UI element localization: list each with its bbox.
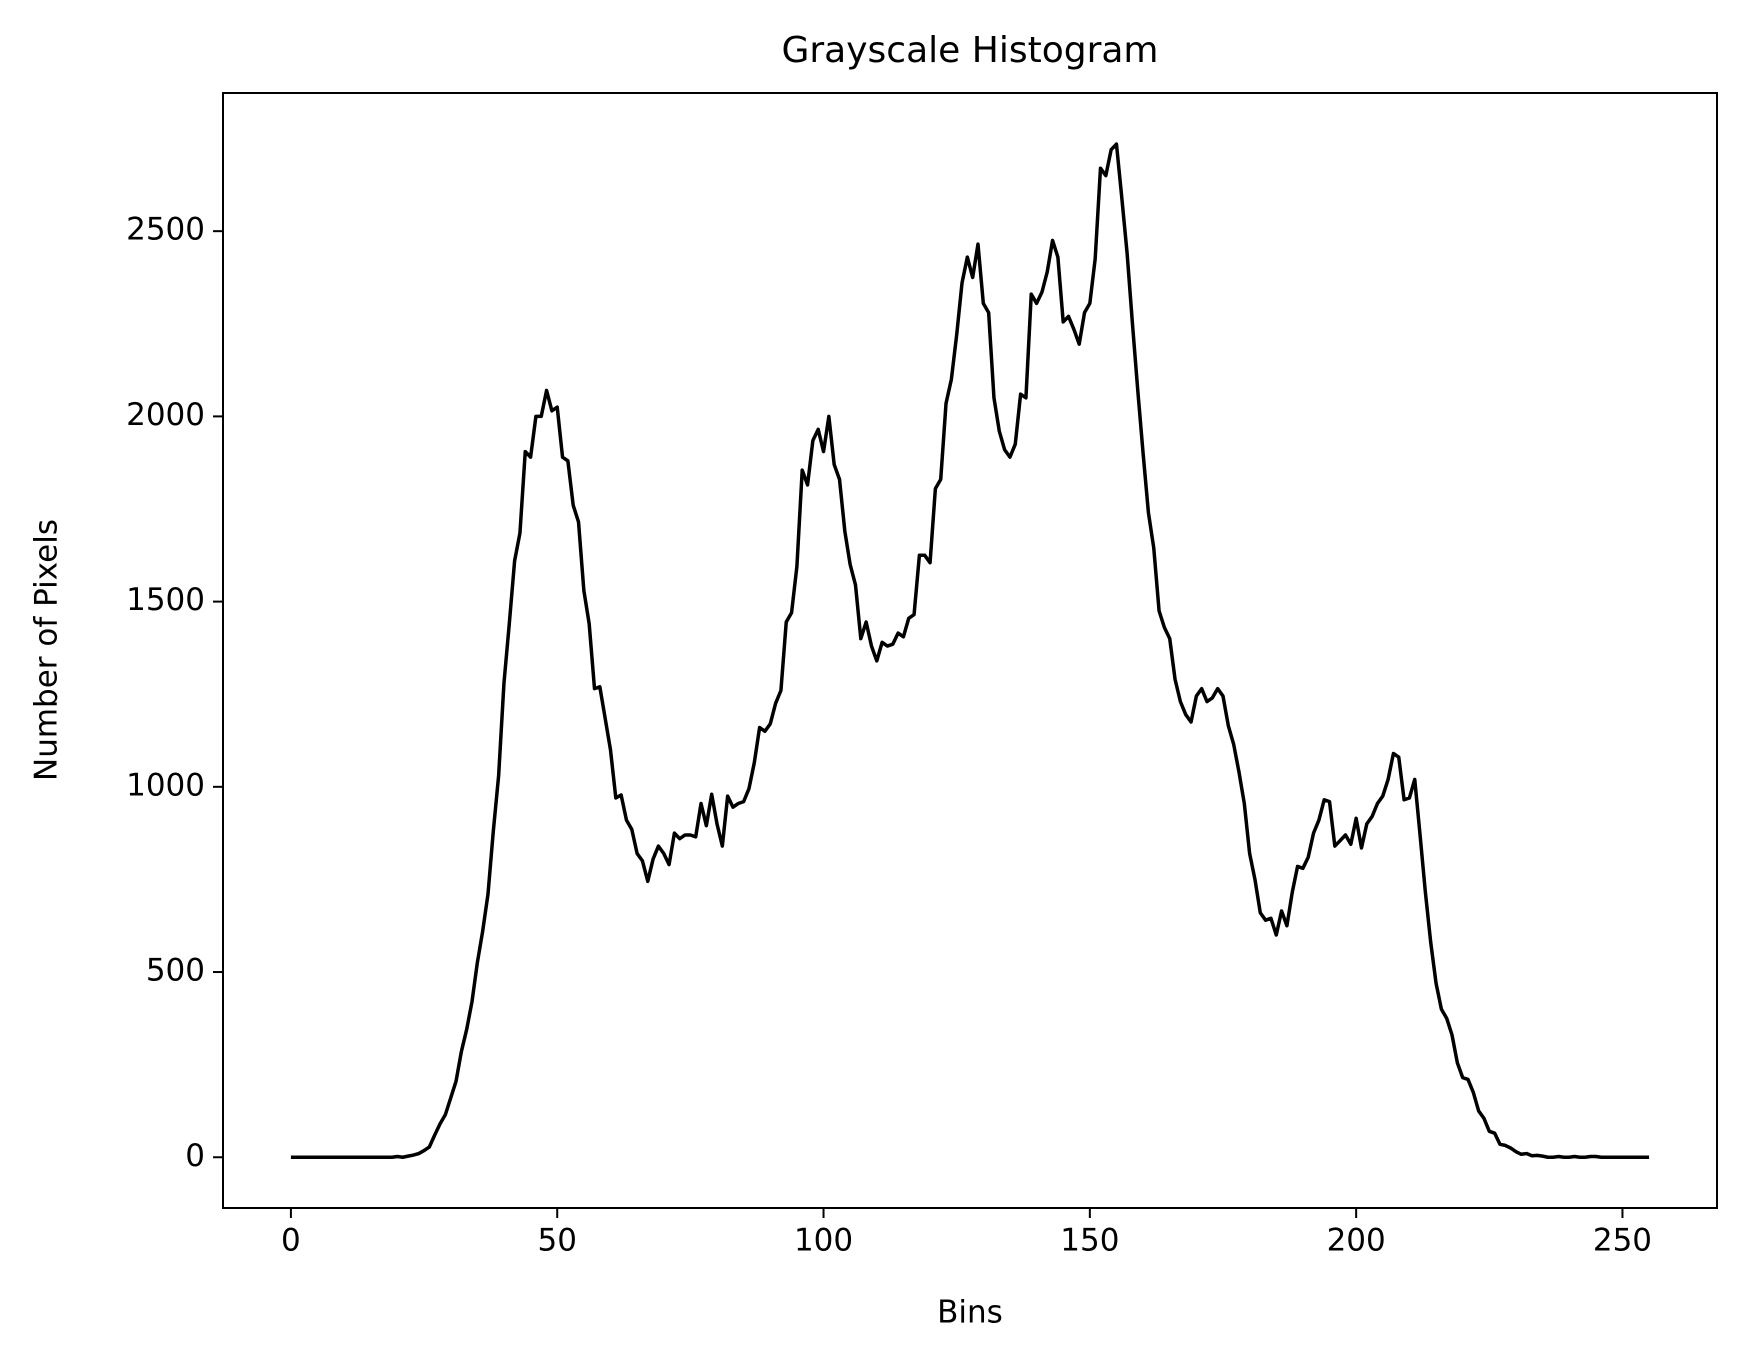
y-tick-label: 0	[185, 1138, 205, 1174]
y-tick-label: 1500	[126, 582, 205, 618]
x-axis-label: Bins	[937, 1295, 1003, 1331]
x-tick-label: 50	[537, 1223, 576, 1259]
x-tick-label: 250	[1593, 1223, 1652, 1259]
x-tick-label: 150	[1060, 1223, 1119, 1259]
data-line	[290, 142, 1650, 1159]
y-tick-label: 2500	[126, 212, 205, 248]
x-tick-label: 100	[794, 1223, 853, 1259]
x-tick-label: 200	[1327, 1223, 1386, 1259]
y-tick-label: 2000	[126, 397, 205, 433]
y-tick-label: 500	[146, 953, 205, 989]
chart-title: Grayscale Histogram	[781, 30, 1158, 71]
x-tick-label: 0	[281, 1223, 301, 1259]
y-tick-label: 1000	[126, 767, 205, 803]
y-axis-label: Number of Pixels	[29, 519, 65, 781]
plot-frame	[222, 92, 1718, 1209]
